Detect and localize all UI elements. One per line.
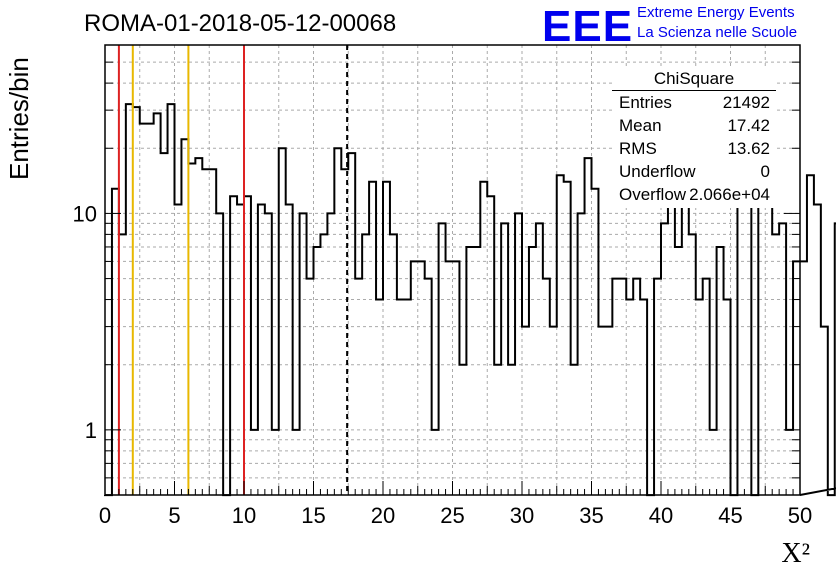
x-tick-label: 20 [371,503,395,528]
stat-row-entries: Entries 21492 [612,91,776,114]
x-tick-label: 40 [649,503,673,528]
x-tick-label: 35 [579,503,603,528]
chart-title: ROMA-01-2018-05-12-00068 [84,10,397,37]
y-tick-label: 10 [73,201,97,226]
eee-logo: EEE [542,2,634,51]
stats-box: ChiSquare Entries 21492 Mean 17.42 RMS 1… [612,68,776,208]
stat-value: 0 [760,162,770,181]
stat-value: 21492 [722,93,770,112]
histogram-series [104,103,836,497]
x-tick-label: 15 [301,503,325,528]
x-axis-label: X² [781,538,810,569]
x-tick-label: 25 [440,503,464,528]
y-axis-label: Entries/bin [4,57,34,180]
x-tick-label: 45 [718,503,742,528]
stat-name: Underflow [619,162,696,181]
stat-name: Mean [619,116,662,135]
stat-row-mean: Mean 17.42 [612,114,776,137]
x-tick-label: 0 [99,503,111,528]
stat-value: 2.066e+04 [689,185,770,204]
x-tick-label: 5 [168,503,180,528]
y-tick-label: 1 [85,418,97,443]
stat-value: 13.62 [727,139,770,158]
stat-name: Overflow [619,185,687,204]
x-tick-label: 50 [788,503,812,528]
stat-row-rms: RMS 13.62 [612,137,776,160]
x-tick-label: 30 [510,503,534,528]
stat-row-overflow: Overflow 2.066e+04 [612,183,776,206]
stat-name: RMS [619,139,657,158]
stat-name: Entries [619,93,672,112]
x-tick-label: 10 [232,503,256,528]
stat-row-underflow: Underflow 0 [612,160,776,183]
stats-title: ChiSquare [612,69,776,91]
brand-subtitle: La Scienza nelle Scuole [637,24,798,41]
brand-name: Extreme Energy Events [637,4,795,21]
stat-value: 17.42 [727,116,770,135]
